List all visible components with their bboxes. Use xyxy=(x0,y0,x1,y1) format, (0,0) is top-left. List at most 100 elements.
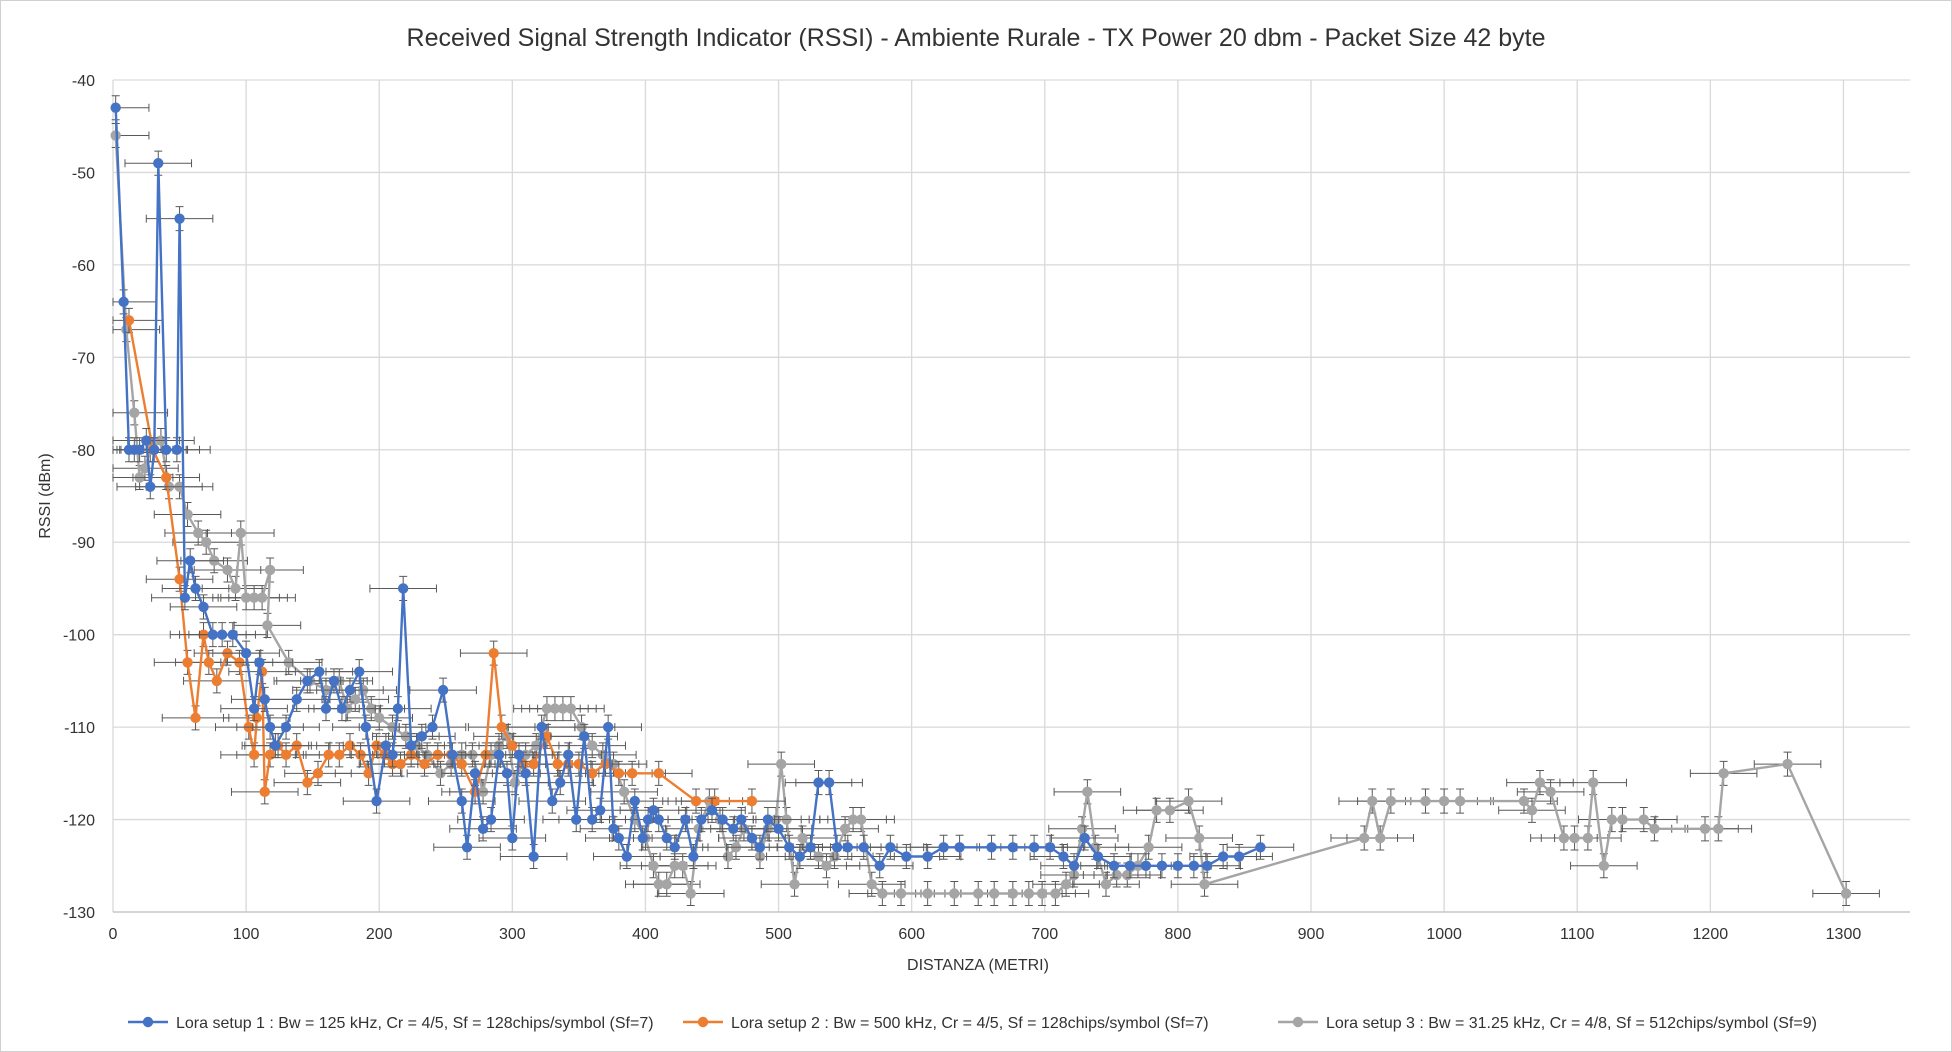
data-point xyxy=(248,592,260,603)
data-point xyxy=(797,832,808,844)
data-point xyxy=(1007,888,1019,899)
data-point xyxy=(938,842,949,853)
data-point xyxy=(1079,832,1090,844)
data-point xyxy=(1143,842,1154,853)
data-point xyxy=(722,851,734,862)
data-point xyxy=(264,749,276,761)
data-point xyxy=(203,657,215,668)
legend-label: Lora setup 3 : Bw = 31.25 kHz, Cr = 4/8,… xyxy=(1326,1015,1817,1032)
data-point xyxy=(1359,832,1370,844)
data-point xyxy=(118,296,129,308)
data-point xyxy=(174,213,185,224)
data-point xyxy=(1420,795,1431,807)
data-point xyxy=(1172,860,1184,871)
x-tick-label: 700 xyxy=(1031,926,1058,943)
data-point xyxy=(709,795,720,807)
y-tick-label: -100 xyxy=(63,628,95,645)
data-point xyxy=(145,481,156,492)
x-tick-label: 1000 xyxy=(1426,926,1462,943)
data-point xyxy=(153,158,164,169)
data-point xyxy=(1840,888,1852,899)
data-point xyxy=(222,564,233,576)
data-point xyxy=(1617,814,1628,825)
data-point xyxy=(839,823,851,834)
data-point xyxy=(1454,795,1466,807)
data-point xyxy=(190,712,201,724)
data-point xyxy=(823,777,835,788)
legend-item-1: Lora setup 1 : Bw = 125 kHz, Cr = 4/5, S… xyxy=(128,1015,654,1032)
data-point xyxy=(1068,860,1080,871)
data-point xyxy=(123,315,135,326)
data-point xyxy=(419,758,430,770)
data-point xyxy=(323,749,334,761)
data-point xyxy=(1558,832,1570,844)
x-axis-title: DISTANZA (METRI) xyxy=(907,957,1049,974)
data-point xyxy=(776,758,787,770)
data-point xyxy=(134,444,145,455)
data-point xyxy=(821,860,832,871)
data-point xyxy=(736,814,747,825)
data-point xyxy=(922,851,933,862)
data-point xyxy=(842,842,853,853)
data-point xyxy=(988,888,1000,899)
data-point xyxy=(262,620,273,631)
data-point xyxy=(240,592,252,603)
data-point xyxy=(1092,851,1104,862)
data-point xyxy=(677,860,688,871)
data-point xyxy=(248,703,260,714)
data-point xyxy=(179,592,191,603)
data-point xyxy=(1156,860,1168,871)
grid-layer xyxy=(112,79,1910,913)
data-point xyxy=(1108,860,1120,871)
data-point xyxy=(248,749,260,761)
data-point xyxy=(1201,860,1213,871)
data-point xyxy=(397,583,409,594)
data-point xyxy=(1193,832,1205,844)
data-point xyxy=(690,795,702,807)
data-point xyxy=(270,740,281,751)
data-point xyxy=(541,703,553,714)
data-point xyxy=(1385,795,1397,807)
data-point xyxy=(885,842,896,853)
data-point xyxy=(190,583,201,594)
data-point xyxy=(477,823,489,834)
data-point xyxy=(1782,758,1793,770)
data-point xyxy=(621,851,633,862)
y-tick-label: -120 xyxy=(63,813,95,830)
data-point xyxy=(485,814,497,825)
x-tick-label: 500 xyxy=(765,926,792,943)
x-tick-label: 600 xyxy=(898,926,925,943)
data-point xyxy=(789,879,800,890)
series-1 xyxy=(110,95,1295,879)
data-point xyxy=(629,795,640,807)
data-point xyxy=(1122,869,1133,881)
data-point xyxy=(344,684,356,696)
data-point xyxy=(626,768,638,779)
data-point xyxy=(565,703,577,714)
data-point xyxy=(653,879,664,890)
data-point xyxy=(320,703,332,714)
data-point xyxy=(986,842,997,853)
data-point xyxy=(110,102,121,113)
x-tick-label: 400 xyxy=(632,926,659,943)
data-point xyxy=(571,814,582,825)
data-point xyxy=(762,814,774,825)
data-point xyxy=(773,823,784,834)
data-point xyxy=(350,694,361,705)
data-point xyxy=(513,749,525,761)
data-point xyxy=(661,879,672,890)
data-point xyxy=(557,703,569,714)
data-point xyxy=(264,721,276,733)
series-layer xyxy=(110,95,1880,907)
data-point xyxy=(696,814,707,825)
data-point xyxy=(211,675,223,687)
data-point xyxy=(613,768,625,779)
data-point xyxy=(901,851,912,862)
data-point xyxy=(1713,823,1724,834)
x-tick-label: 300 xyxy=(499,926,526,943)
data-point xyxy=(192,527,204,539)
data-point xyxy=(1111,869,1122,881)
data-point xyxy=(669,842,680,853)
data-point xyxy=(602,721,614,733)
